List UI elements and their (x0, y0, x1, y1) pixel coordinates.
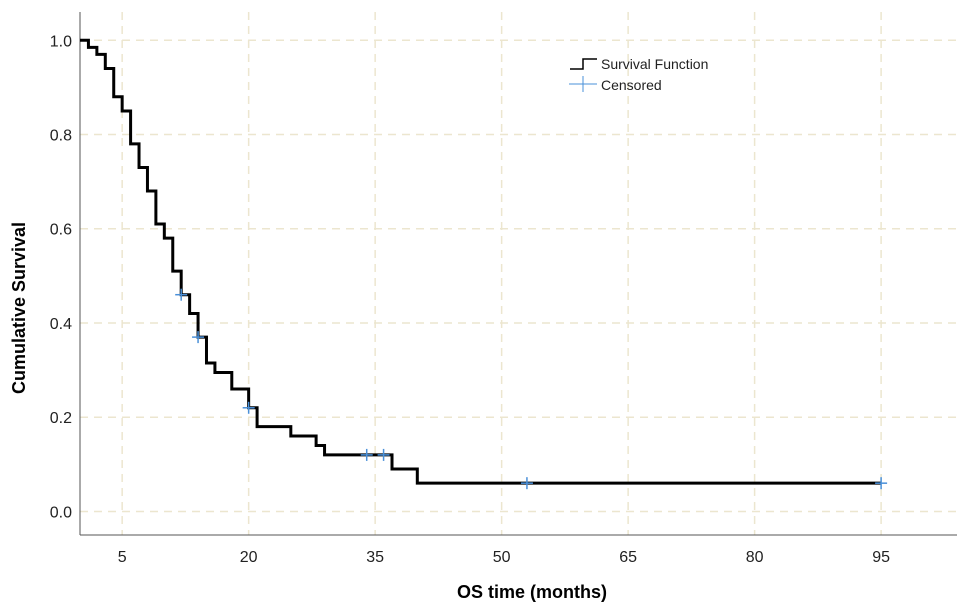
censored-marker (360, 448, 373, 461)
grid (80, 12, 957, 535)
y-tick-label: 0.6 (50, 222, 72, 239)
censored-marker (192, 331, 205, 344)
x-tick-label: 35 (366, 549, 384, 566)
censored-marker (520, 477, 533, 490)
x-tick-label: 95 (872, 549, 890, 566)
y-axis-title: Cumulative Survival (9, 222, 29, 394)
x-tick-label: 5 (118, 549, 127, 566)
y-tick-label: 0.0 (50, 504, 72, 521)
censored-markers (175, 288, 888, 490)
x-tick-label: 65 (619, 549, 637, 566)
censored-marker (242, 401, 255, 414)
legend-survival-swatch (570, 58, 597, 70)
x-tick-label: 20 (240, 549, 258, 566)
x-tick-labels: 5 20 35 50 65 80 95 (118, 549, 890, 566)
legend-survival-label: Survival Function (601, 56, 708, 72)
censored-marker (175, 288, 188, 301)
y-tick-labels: 0.0 0.2 0.4 0.6 0.8 1.0 (50, 33, 72, 521)
x-tick-label: 50 (493, 549, 511, 566)
censored-marker (875, 477, 888, 490)
plot-area (80, 38, 882, 485)
axes (79, 12, 957, 536)
legend: Survival Function Censored (569, 56, 708, 93)
y-tick-label: 0.8 (50, 128, 72, 145)
y-tick-label: 0.4 (50, 316, 72, 333)
legend-censored-label: Censored (601, 77, 662, 93)
y-tick-label: 1.0 (50, 33, 72, 50)
y-tick-label: 0.2 (50, 410, 72, 427)
survival-function-line (80, 38, 882, 485)
censored-marker (377, 448, 390, 461)
x-axis-title: OS time (months) (457, 582, 607, 602)
x-tick-label: 80 (746, 549, 764, 566)
